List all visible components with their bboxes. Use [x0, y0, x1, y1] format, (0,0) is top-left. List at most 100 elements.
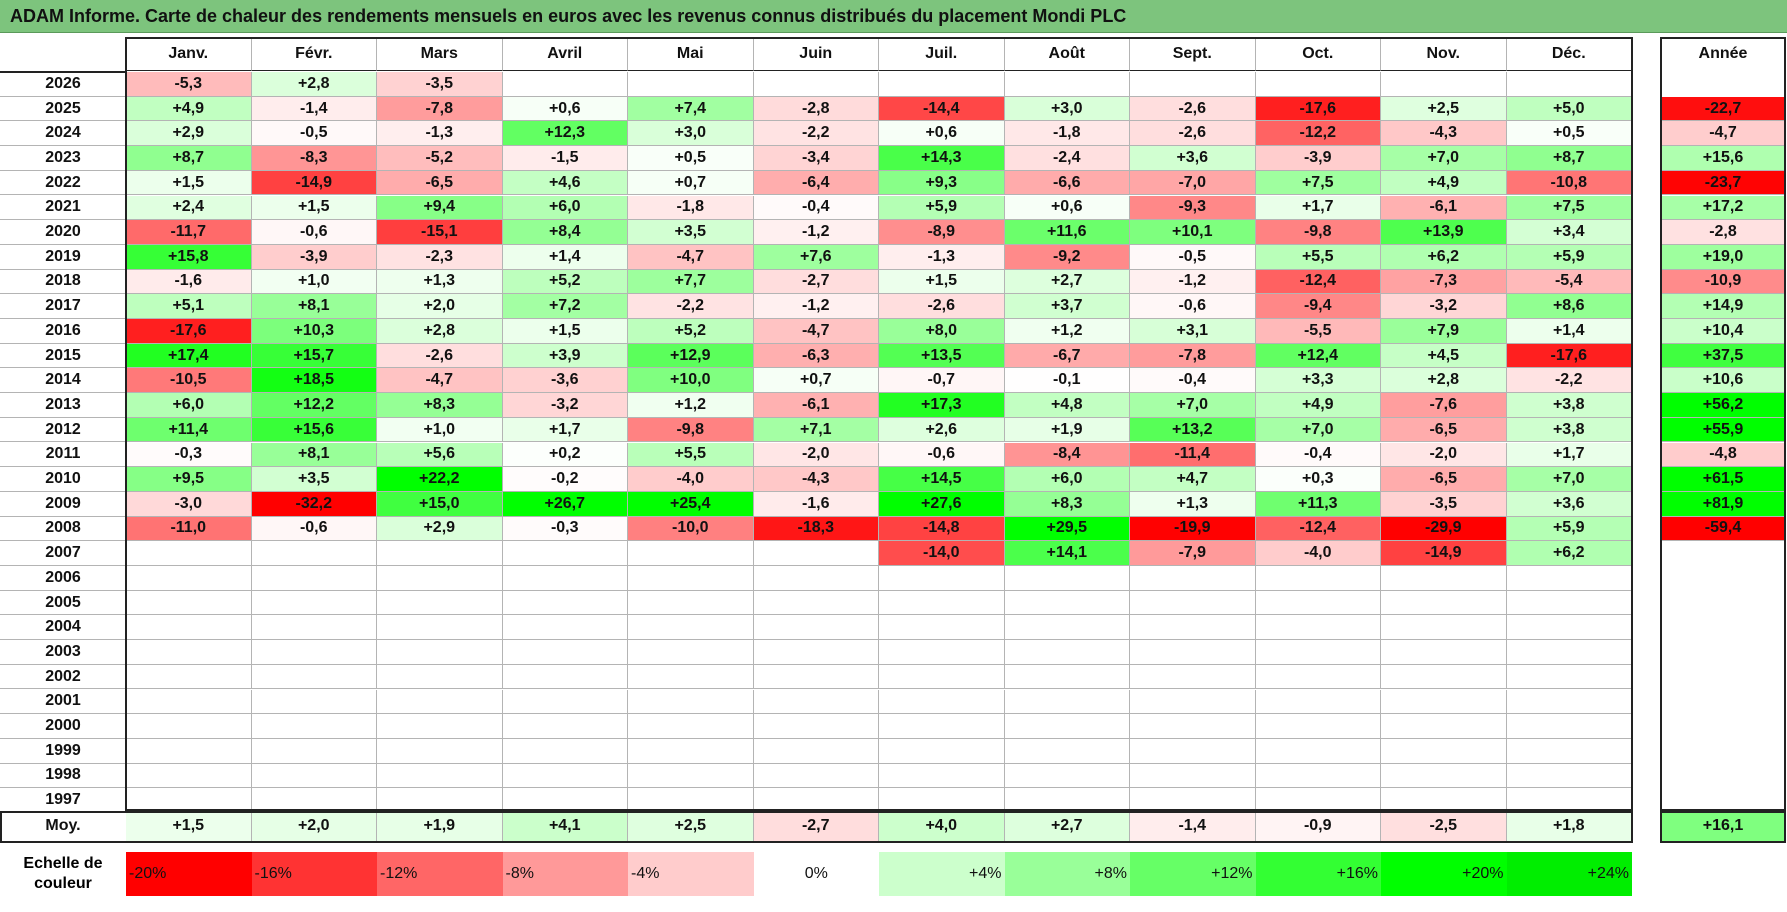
heatmap-cell: -0,7 — [879, 368, 1005, 394]
row-year-label: 2025 — [0, 97, 126, 122]
heatmap-cell: -6,4 — [753, 170, 879, 196]
heatmap-cell: +4,7 — [1130, 467, 1256, 492]
heatmap-cell: -3,5 — [1381, 491, 1507, 517]
heatmap-cell — [879, 738, 1005, 764]
column-header: Avril — [502, 37, 628, 71]
heatmap-cell — [1255, 640, 1381, 665]
heatmap-cell — [377, 615, 503, 641]
color-scale-label: Echelle de couleur — [23, 855, 103, 892]
heatmap-cell: -14,8 — [879, 516, 1005, 542]
heatmap-cell — [1381, 590, 1507, 616]
heatmap-cell: +9,5 — [126, 467, 252, 492]
heatmap-cell: +2,8 — [251, 72, 377, 97]
heatmap-cell: +1,2 — [628, 393, 754, 418]
color-scale-swatch: +4% — [879, 852, 1005, 896]
heatmap-cell: +15,7 — [251, 343, 377, 369]
heatmap-cell: +0,5 — [1506, 121, 1632, 147]
heatmap-cell: -0,4 — [1255, 442, 1381, 468]
heatmap-cell: +6,0 — [126, 393, 252, 418]
heatmap-cell — [1130, 738, 1256, 764]
heatmap-cell: +1,5 — [502, 319, 628, 344]
heatmap-cell: +4,5 — [1381, 343, 1507, 369]
heatmap-cell: +1,5 — [879, 269, 1005, 295]
heatmap-cell: -6,1 — [1381, 195, 1507, 221]
heatmap-cell — [1004, 763, 1130, 789]
heatmap-cell — [1255, 664, 1381, 690]
heatmap-cell: -12,2 — [1255, 121, 1381, 147]
heatmap-cell: +3,0 — [628, 121, 754, 147]
heatmap-cell — [628, 689, 754, 715]
heatmap-cell: -7,6 — [1381, 393, 1507, 418]
heatmap-cell — [753, 664, 879, 690]
heatmap-cell — [1506, 689, 1632, 715]
heatmap-cell: -1,2 — [753, 294, 879, 319]
heatmap-cell — [502, 714, 628, 739]
heatmap-cell: -2,8 — [753, 96, 879, 122]
average-cell: +2,0 — [251, 811, 377, 841]
heatmap-cell — [377, 788, 503, 813]
row-year-label: 2004 — [0, 615, 126, 641]
year-column-header: Année — [1698, 45, 1748, 62]
heatmap-cell: +3,5 — [628, 220, 754, 245]
heatmap-cell: +8,3 — [1004, 491, 1130, 517]
heatmap-cell: +1,7 — [1255, 195, 1381, 221]
heatmap-cell: -2,6 — [377, 343, 503, 369]
heatmap-cell: +1,2 — [1004, 319, 1130, 344]
color-scale-swatch: +12% — [1130, 852, 1256, 896]
heatmap-cell: +7,0 — [1381, 146, 1507, 171]
annual-total-cell: -10,9 — [1660, 269, 1786, 295]
heatmap-cell — [1255, 590, 1381, 616]
column-header: Mai — [628, 37, 754, 71]
heatmap-cell — [753, 689, 879, 715]
heatmap-cell: +1,7 — [502, 417, 628, 443]
heatmap-cell: +12,9 — [628, 343, 754, 369]
heatmap-cell: +15,6 — [251, 417, 377, 443]
heatmap-cell: -4,3 — [1381, 121, 1507, 147]
average-cell: +1,9 — [377, 811, 503, 841]
heatmap-cell: +1,3 — [377, 269, 503, 295]
heatmap-cell: -0,5 — [1130, 244, 1256, 270]
heatmap-cell — [1381, 714, 1507, 739]
heatmap-cell: +3,8 — [1506, 417, 1632, 443]
heatmap-cell: -0,3 — [502, 516, 628, 542]
heatmap-cell — [1506, 664, 1632, 690]
heatmap-cell — [251, 640, 377, 665]
heatmap-cell — [1130, 689, 1256, 715]
heatmap-cell: +0,6 — [879, 121, 1005, 147]
heatmap-cell: +15,0 — [377, 491, 503, 517]
heatmap-cell: -4,0 — [628, 467, 754, 492]
heatmap-cell: +4,6 — [502, 170, 628, 196]
heatmap-cell: -11,4 — [1130, 442, 1256, 468]
heatmap-cell: +7,9 — [1381, 319, 1507, 344]
heatmap-cell — [1004, 689, 1130, 715]
heatmap-cell: -3,5 — [377, 72, 503, 97]
heatmap-cell: +4,9 — [1255, 393, 1381, 418]
heatmap-cell: -1,5 — [502, 146, 628, 171]
heatmap-cell: +3,8 — [1506, 393, 1632, 418]
heatmap-cell: +8,1 — [251, 442, 377, 468]
heatmap-cell — [1004, 615, 1130, 641]
heatmap-cell — [126, 664, 252, 690]
row-year-label: 1997 — [0, 788, 126, 813]
color-scale-swatch: -8% — [502, 852, 628, 896]
heatmap-cell: +14,5 — [879, 467, 1005, 492]
column-header: Juil. — [879, 37, 1005, 71]
heatmap-cell: -0,6 — [251, 220, 377, 245]
heatmap-cell — [502, 590, 628, 616]
annual-total-cell: +61,5 — [1660, 467, 1786, 492]
annual-total-cell — [1660, 640, 1786, 665]
heatmap-cell: +8,0 — [879, 319, 1005, 344]
heatmap-cell: +3,0 — [1004, 96, 1130, 122]
heatmap-cell: -5,2 — [377, 146, 503, 171]
heatmap-cell: +10,3 — [251, 319, 377, 344]
heatmap-cell — [126, 615, 252, 641]
annual-total-cell: -4,7 — [1660, 121, 1786, 147]
heatmap-cell — [1255, 714, 1381, 739]
heatmap-cell: +1,7 — [1506, 442, 1632, 468]
heatmap-cell — [1255, 72, 1381, 97]
average-cell: +2,5 — [628, 811, 754, 841]
column-header: Oct. — [1255, 37, 1381, 71]
average-cell: -2,7 — [753, 811, 879, 841]
heatmap-cell: +5,1 — [126, 294, 252, 319]
heatmap-cell: +18,5 — [251, 368, 377, 394]
